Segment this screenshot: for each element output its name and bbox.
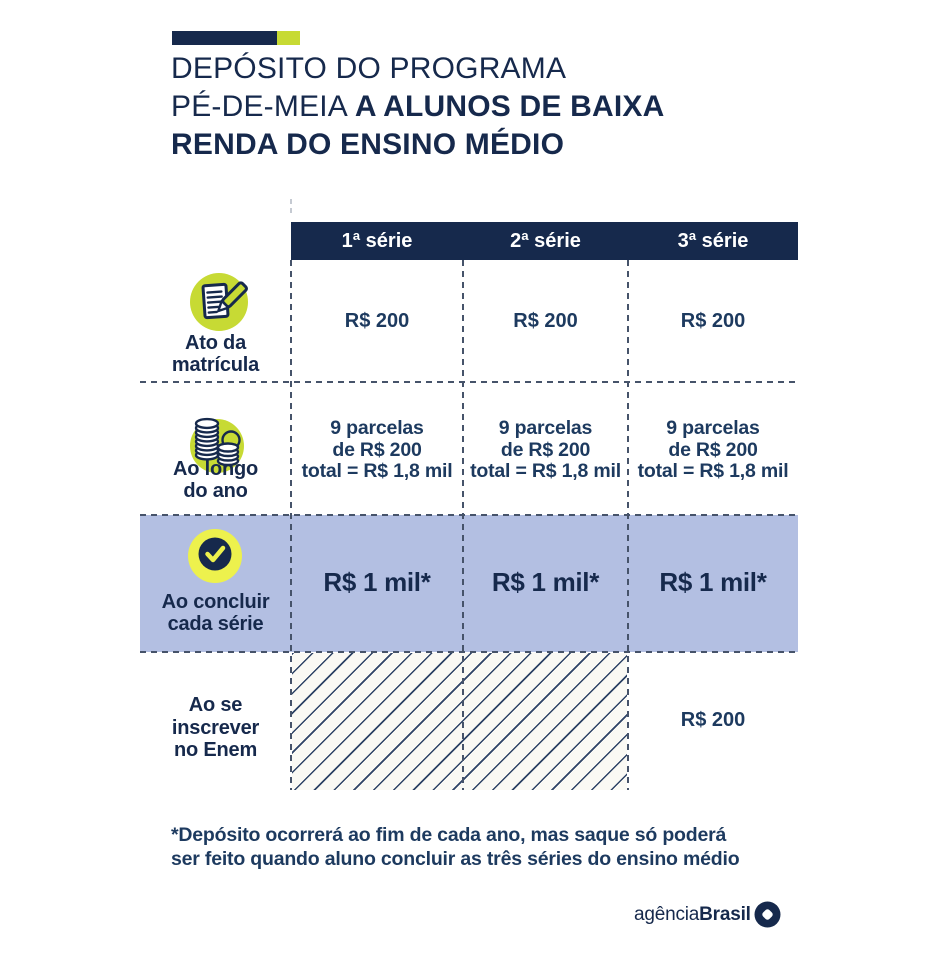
header-cell-serie-2: 2ª série — [510, 229, 581, 252]
page-title: DEPÓSITO DO PROGRAMA PÉ-DE-MEIA A ALUNOS… — [171, 50, 811, 164]
hatched-cell-region — [292, 653, 627, 790]
header-cell-serie-3: 3ª série — [677, 229, 749, 252]
cell-value-row1-col2: R$ 200 — [513, 310, 578, 332]
check-circle-icon — [187, 528, 243, 589]
cell-value-row1-col1: R$ 200 — [344, 310, 410, 332]
accent-bar-lime — [277, 31, 300, 45]
column-divider-stub — [290, 199, 292, 216]
cell-value-row2-col2: 9 parcelas de R$ 200 total = R$ 1,8 mil — [470, 417, 621, 482]
row-label-ao-concluir-cada-serie: Ao concluir cada série — [161, 591, 270, 635]
coins-icon — [186, 412, 250, 481]
title-line-3: RENDA DO ENSINO MÉDIO — [171, 128, 565, 161]
title-line-2: PÉ-DE-MEIA A ALUNOS DE BAIXA — [171, 90, 665, 123]
cell-value-row2-col3: 9 parcelas de R$ 200 total = R$ 1,8 mil — [637, 417, 789, 482]
footnote-line-1: *Depósito ocorrerá ao fim de cada ano, m… — [171, 824, 727, 846]
column-divider-1 — [290, 260, 292, 790]
row-label-ato-da-matricula: Ato da matrícula — [171, 332, 260, 376]
row-label-ao-se-inscrever-no-enem: Ao se inscrever no Enem — [171, 694, 260, 761]
note-pencil-icon — [189, 272, 249, 337]
column-divider-3 — [627, 260, 629, 790]
row-divider-2 — [140, 514, 798, 516]
accent-bar-navy — [172, 31, 277, 45]
footnote-line-2: ser feito quando aluno concluir as três … — [171, 848, 740, 870]
cell-value-row3-col3: R$ 1 mil* — [659, 567, 767, 597]
title-line-1: DEPÓSITO DO PROGRAMA — [171, 52, 567, 85]
row-divider-3 — [140, 651, 798, 653]
footnote: *Depósito ocorrerá ao fim de cada ano, m… — [171, 823, 740, 871]
row-divider-1 — [140, 381, 798, 383]
column-divider-2 — [462, 260, 464, 790]
highlight-row-band — [140, 515, 798, 652]
agencia-brasil-logo: agência Brasil — [634, 901, 781, 928]
logo-text-regular: agência — [634, 903, 700, 925]
cell-value-row2-col1: 9 parcelas de R$ 200 total = R$ 1,8 mil — [301, 417, 453, 482]
header-cell-serie-1: 1ª série — [341, 229, 413, 252]
cell-value-row3-col2: R$ 1 mil* — [491, 567, 600, 597]
cell-value-row4-col3: R$ 200 — [680, 709, 746, 731]
row-label-ao-longo-do-ano: Ao longo do ano — [172, 458, 259, 502]
cell-value-row3-col1: R$ 1 mil* — [323, 567, 431, 597]
logo-text-bold: Brasil — [699, 903, 751, 925]
ebc-circle-icon — [754, 901, 781, 928]
cell-value-row1-col3: R$ 200 — [680, 310, 746, 332]
table-header: 1ª série 2ª série 3ª série — [291, 222, 798, 260]
